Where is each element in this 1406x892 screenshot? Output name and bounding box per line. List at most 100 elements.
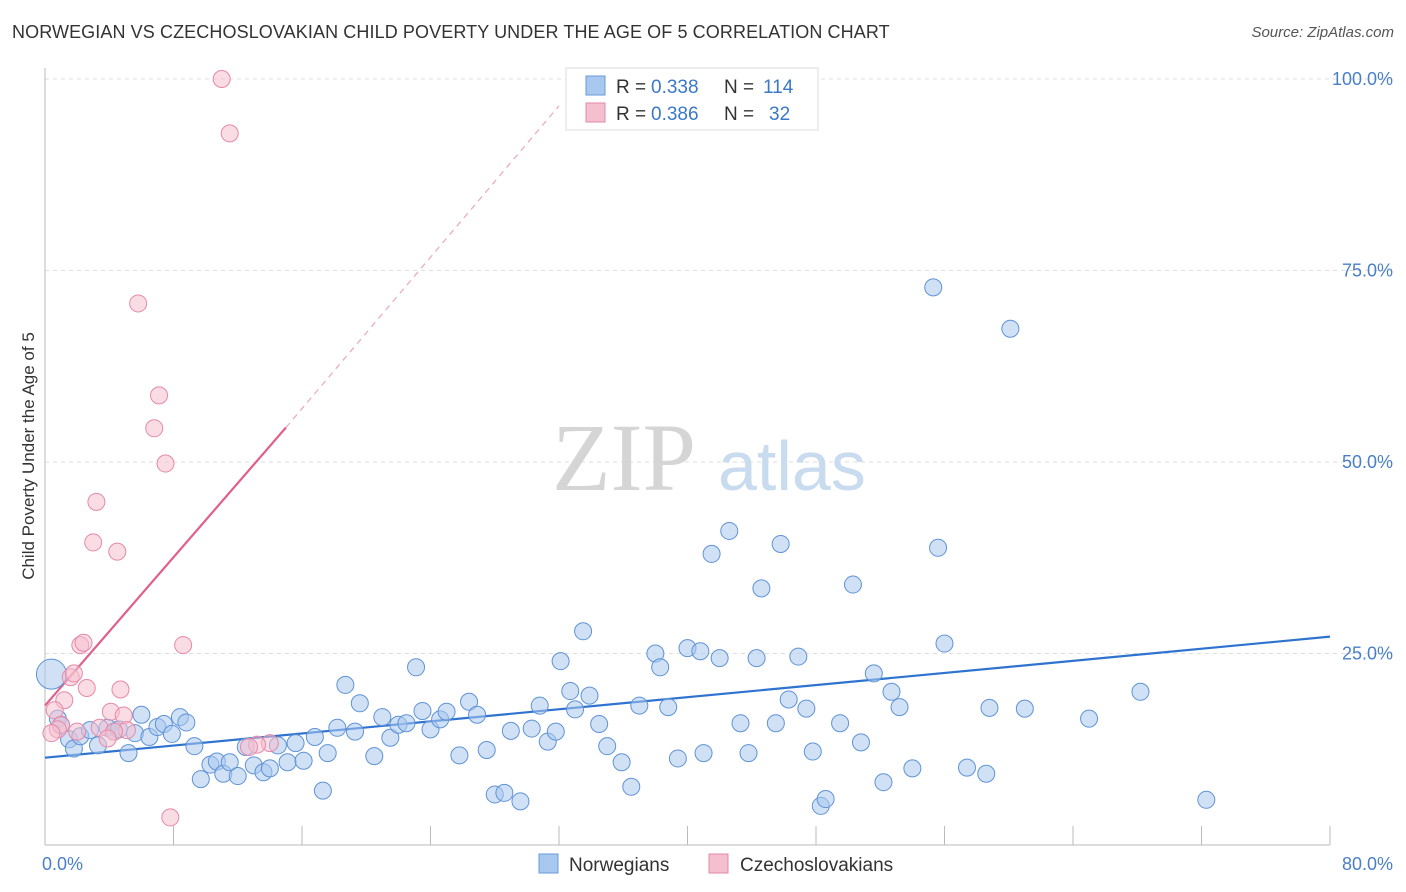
point-norwegians — [957, 758, 976, 777]
x-tick-label-0: 0.0% — [42, 854, 83, 874]
watermark-zip: ZIP — [552, 404, 696, 511]
point-norwegians — [779, 690, 798, 709]
point-norwegians — [373, 708, 392, 727]
point-czech — [220, 124, 239, 143]
chart-title: NORWEGIAN VS CZECHOSLOVAKIAN CHILD POVER… — [12, 22, 890, 42]
point-norwegians — [278, 753, 297, 772]
point-norwegians — [286, 734, 305, 753]
point-norwegians — [739, 744, 758, 763]
point-norwegians — [132, 705, 151, 724]
point-norwegians — [929, 538, 948, 557]
point-norwegians — [119, 744, 138, 763]
point-norwegians — [350, 694, 369, 713]
bottom-legend: Norwegians Czechoslovakians — [538, 853, 893, 876]
x-tick-label-1: 80.0% — [1342, 854, 1393, 874]
point-czech — [87, 492, 106, 511]
point-norwegians — [752, 579, 771, 598]
point-norwegians — [546, 722, 565, 741]
trend-line-czech — [44, 426, 287, 707]
point-norwegians — [561, 682, 580, 701]
point-norwegians — [477, 741, 496, 760]
point-czech — [174, 636, 193, 655]
point-norwegians — [816, 790, 835, 809]
point-norwegians — [35, 658, 67, 690]
legend-swatch-norwegians — [585, 75, 606, 96]
point-norwegians — [598, 737, 617, 756]
point-norwegians — [468, 705, 487, 724]
bottom-legend-label-norwegians: Norwegians — [569, 855, 669, 876]
y-tick-label-0: 25.0% — [1342, 644, 1393, 664]
point-norwegians — [903, 759, 922, 778]
bottom-legend-swatch-czech — [708, 853, 729, 874]
y-tick-label-3: 100.0% — [1332, 69, 1393, 89]
point-norwegians — [851, 733, 870, 752]
legend-r-value-norwegians: 0.338 — [651, 77, 699, 98]
legend-n-label-norwegians: N = — [724, 77, 754, 98]
trend-line-czech-dashed — [285, 105, 560, 428]
point-norwegians — [1131, 682, 1150, 701]
point-norwegians — [501, 721, 520, 740]
point-norwegians — [612, 753, 631, 772]
point-czech — [68, 722, 87, 741]
point-norwegians — [720, 521, 739, 540]
point-norwegians — [191, 770, 210, 789]
point-norwegians — [580, 686, 599, 705]
point-norwegians — [407, 658, 426, 677]
point-norwegians — [511, 792, 530, 811]
point-norwegians — [437, 702, 456, 721]
point-czech — [98, 729, 117, 748]
point-norwegians — [220, 753, 239, 772]
grid-lines — [45, 78, 1392, 654]
legend-swatch-czech — [585, 102, 606, 123]
point-norwegians — [336, 675, 355, 694]
point-norwegians — [935, 634, 954, 653]
point-norwegians — [495, 783, 514, 802]
axes — [44, 68, 1331, 846]
point-norwegians — [397, 714, 416, 733]
legend-n-value-czech: 32 — [769, 104, 790, 125]
point-norwegians — [522, 719, 541, 738]
point-norwegians — [318, 744, 337, 763]
watermark: ZIP atlas — [552, 404, 866, 511]
point-norwegians — [294, 751, 313, 770]
point-czech — [77, 678, 96, 697]
point-norwegians — [980, 698, 999, 717]
y-tick-label-1: 50.0% — [1342, 452, 1393, 472]
point-norwegians — [162, 724, 181, 743]
point-norwegians — [228, 767, 247, 786]
point-norwegians — [924, 278, 943, 297]
point-norwegians — [590, 714, 609, 733]
point-czech — [212, 70, 231, 88]
point-norwegians — [668, 749, 687, 768]
point-norwegians — [1080, 709, 1099, 728]
point-czech — [161, 808, 180, 827]
y-axis-label: Child Poverty Under the Age of 5 — [19, 332, 38, 580]
point-norwegians — [305, 727, 324, 746]
point-norwegians — [622, 777, 641, 796]
point-czech — [145, 419, 164, 438]
point-czech — [129, 294, 148, 313]
legend-r-label-norwegians: R = — [616, 77, 646, 98]
point-norwegians — [630, 696, 649, 715]
point-norwegians — [381, 728, 400, 747]
point-norwegians — [747, 649, 766, 668]
point-norwegians — [530, 696, 549, 715]
point-norwegians — [691, 642, 710, 661]
point-norwegians — [843, 575, 862, 594]
point-czech — [64, 664, 83, 683]
point-norwegians — [450, 746, 469, 765]
point-czech — [150, 386, 169, 405]
point-norwegians — [1015, 699, 1034, 718]
point-czech — [111, 680, 130, 699]
point-norwegians — [797, 699, 816, 718]
legend-n-label-czech: N = — [724, 104, 754, 125]
point-czech — [114, 706, 133, 725]
point-norwegians — [831, 714, 850, 733]
point-norwegians — [874, 773, 893, 792]
point-norwegians — [346, 722, 365, 741]
legend-r-value-czech: 0.386 — [651, 104, 699, 125]
point-norwegians — [702, 544, 721, 563]
point-norwegians — [977, 764, 996, 783]
legend-n-value-norwegians: 114 — [763, 77, 794, 98]
point-norwegians — [313, 781, 332, 800]
